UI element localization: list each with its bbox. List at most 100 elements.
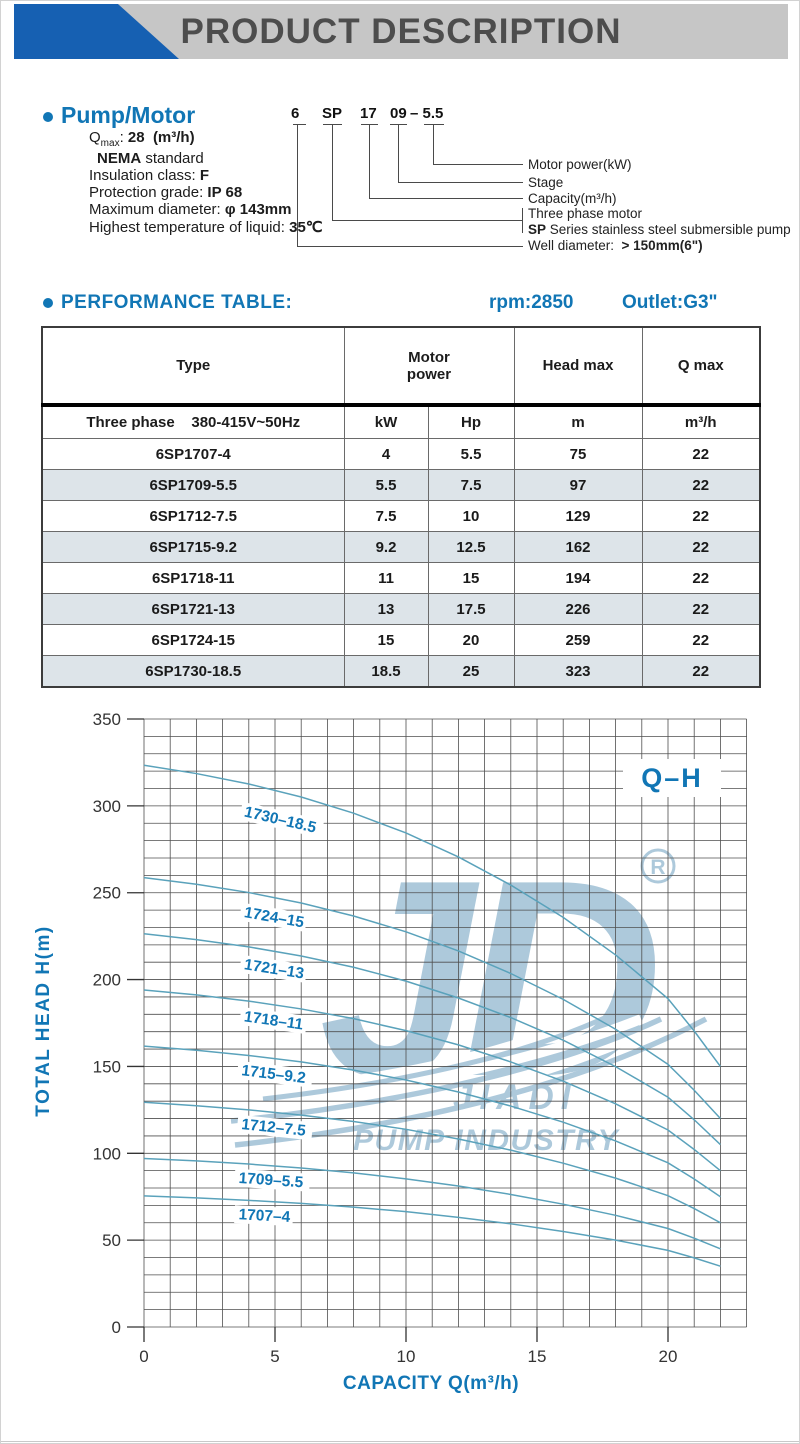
table-row: 6SP1721-13 13 17.5 226 22 — [41, 593, 761, 625]
pump-curve-1730-18.5 — [143, 764, 722, 1067]
performance-table-body: 6SP1707-4 4 5.5 75 22 6SP1709-5.5 5.5 7.5 97 22 6S… — [41, 438, 761, 688]
svg-text:1715–9.2: 1715–9.2 — [240, 1062, 306, 1087]
svg-text:1709–5.5: 1709–5.5 — [238, 1170, 304, 1191]
table-cell-hp: 7.5 — [427, 469, 515, 501]
svg-text:1718–11: 1718–11 — [243, 1008, 305, 1033]
qh-title-backplate — [623, 759, 721, 797]
pump-curve-1715-9.2 — [143, 1045, 721, 1198]
pump-motor-heading: Pump/Motor — [61, 102, 196, 128]
connector-line — [398, 182, 523, 183]
y-tick-label: 100 — [93, 1144, 121, 1163]
table-cell-type: 6SP1712-7.5 — [41, 500, 345, 532]
spec-nema: NEMA standard — [97, 150, 204, 167]
code-part-series: SP — [322, 105, 343, 122]
table-cell-q: 22 — [641, 438, 761, 470]
table-cell-hp: 20 — [427, 624, 515, 656]
curve-label-1730-18.5: 1730–18.5 — [238, 801, 325, 839]
table-cell-head: 162 — [513, 531, 643, 563]
table-row: 6SP1715-9.2 9.2 12.5 162 22 — [41, 531, 761, 563]
table-cell-kw: 4 — [343, 438, 429, 470]
chart-grid — [143, 718, 747, 1328]
curve-label-1721-13: 1721–13 — [238, 954, 308, 983]
y-tick-label: 200 — [93, 971, 121, 990]
svg-text:1721–13: 1721–13 — [243, 956, 306, 982]
table-cell-kw: 9.2 — [343, 531, 429, 563]
col-header-head-max: Head max — [513, 326, 643, 407]
label-motor-power: Motor power(kW) — [528, 157, 632, 172]
table-cell-q: 22 — [641, 469, 761, 501]
table-row: 6SP1712-7.5 7.5 10 129 22 — [41, 500, 761, 532]
table-cell-hp: 12.5 — [427, 531, 515, 563]
y-tick-label: 150 — [93, 1057, 121, 1076]
spec-qmax: Qmax: 28 (m³/h) — [89, 129, 195, 149]
page-bottom-divider — [1, 1441, 799, 1442]
table-cell-kw: 18.5 — [343, 655, 429, 688]
x-tick-label: 15 — [528, 1347, 547, 1366]
label-capacity: Capacity(m³/h) — [528, 191, 617, 206]
pump-curve-1707-4 — [143, 1195, 721, 1267]
table-cell-q: 22 — [641, 562, 761, 594]
svg-text:1712–7.5: 1712–7.5 — [241, 1116, 307, 1140]
svg-text:1707–4: 1707–4 — [238, 1206, 291, 1226]
pump-curve-1721-13 — [143, 932, 721, 1146]
label-stage: Stage — [528, 175, 564, 190]
table-row: 6SP1730-18.5 18.5 25 323 22 — [41, 655, 761, 688]
table-row: 6SP1709-5.5 5.5 7.5 97 22 — [41, 469, 761, 501]
table-cell-kw: 5.5 — [343, 469, 429, 501]
table-row: 6SP1718-11 11 15 194 22 — [41, 562, 761, 594]
col-header-q-max: Q max — [641, 326, 761, 407]
table-cell-head: 226 — [513, 593, 643, 625]
code-part-power: – 5.5 — [410, 105, 444, 122]
table-cell-head: 323 — [513, 655, 643, 688]
code-tick — [293, 124, 306, 125]
col-header-motor-power: Motor power — [343, 326, 515, 407]
qmax-symbol: Q — [89, 129, 101, 146]
table-cell-hp: 25 — [427, 655, 515, 688]
watermark-company-name: PUMP INDUSTRY — [353, 1124, 621, 1157]
curve-label-1707-4: 1707–4 — [234, 1205, 294, 1227]
table-cell-type: 6SP1715-9.2 — [41, 531, 345, 563]
subheader-m: m — [513, 404, 643, 439]
spec-protection: Protection grade: IP 68 — [89, 184, 243, 201]
table-cell-type: 6SP1709-5.5 — [41, 469, 345, 501]
qmax-subscript: max — [100, 138, 120, 149]
performance-table: Type Motor power Head max Q max Three ph… — [41, 326, 761, 688]
y-axis-title: TOTAL HEAD H(m) — [33, 925, 54, 1116]
subheader-phase: Three phase 380-415V~50Hz — [41, 404, 345, 439]
table-cell-hp: 5.5 — [427, 438, 515, 470]
connector-line — [297, 246, 523, 247]
table-cell-head: 97 — [513, 469, 643, 501]
y-tick-label: 350 — [93, 710, 121, 729]
y-tick-label: 50 — [102, 1231, 121, 1250]
table-cell-q: 22 — [641, 531, 761, 563]
connector-line — [433, 124, 434, 164]
chart-title: Q–H — [641, 763, 703, 793]
bullet-icon — [43, 112, 53, 122]
y-tick-label: 300 — [93, 797, 121, 816]
chart-watermark: JD R JIADI PUMP INDUSTRY — [230, 823, 708, 1163]
chart-axis-ticks: 0 50 100 150 200 250 300 350 0 5 10 15 20 — [93, 710, 678, 1366]
watermark-brand-name: JIADI — [453, 1078, 577, 1117]
table-subheader-row: Three phase 380-415V~50Hz kW Hp m m³/h — [41, 404, 761, 439]
subheader-m3h: m³/h — [641, 404, 761, 439]
y-tick-label: 0 — [112, 1318, 121, 1337]
chart-overlay: Q–H TOTAL HEAD H(m) CAPACITY Q(m³/h) — [33, 759, 721, 1394]
spec-diameter: Maximum diameter: φ 143mm — [89, 201, 292, 218]
y-tick-label: 250 — [93, 884, 121, 903]
x-axis-title: CAPACITY Q(m³/h) — [343, 1373, 519, 1394]
table-cell-hp: 10 — [427, 500, 515, 532]
connector-line — [369, 124, 370, 198]
code-part-capacity: 17 — [360, 105, 377, 122]
table-cell-kw: 11 — [343, 562, 429, 594]
x-tick-label: 10 — [397, 1347, 416, 1366]
table-cell-type: 6SP1724-15 — [41, 624, 345, 656]
rpm-value: rpm:2850 — [489, 292, 574, 313]
x-tick-label: 0 — [139, 1347, 148, 1366]
table-cell-head: 75 — [513, 438, 643, 470]
bullet-icon — [43, 298, 53, 308]
table-cell-q: 22 — [641, 500, 761, 532]
col-header-type: Type — [41, 326, 345, 407]
label-three-phase: Three phase motor — [528, 206, 643, 221]
registered-mark-letter: R — [650, 856, 665, 879]
